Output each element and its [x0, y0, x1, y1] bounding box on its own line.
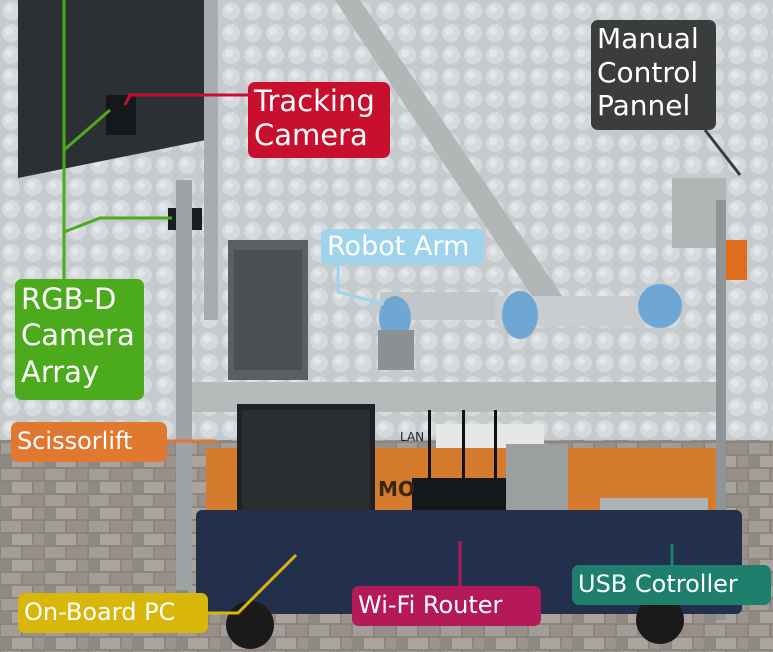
- tracking-camera-label-line-2: Camera: [254, 118, 368, 153]
- manual-control-label: Manual Control Pannel: [591, 20, 716, 130]
- onboard-pc-label: On-Board PC: [18, 593, 208, 633]
- scissorlift-label: Scissorlift: [11, 422, 167, 462]
- tracking-camera-label-line-1: Tracking: [254, 84, 375, 118]
- manual-control-label-line-3: Pannel: [597, 89, 691, 123]
- pc-leader: [208, 553, 298, 615]
- rgbd-label-line-2: Camera: [21, 318, 135, 353]
- manual-control-label-line-1: Manual: [597, 22, 699, 55]
- leader-lines: [62, 0, 742, 615]
- manual-control-label-line-2: Control: [597, 55, 699, 89]
- wifi-router-label: Wi-Fi Router: [352, 586, 541, 626]
- lift-brand-text: MO: [378, 477, 415, 501]
- tracking-camera-label: Tracking Camera: [248, 82, 390, 158]
- usb-controller-label: USB Cotroller: [572, 565, 771, 605]
- rgbd-label-line-1: RGB-D: [21, 282, 117, 316]
- manual-leader: [703, 129, 742, 176]
- rgbd-label-line-3: Array: [21, 354, 100, 389]
- robot-arm-leader: [336, 264, 385, 306]
- rgbd-camera-array-label: RGB-D Camera Array: [15, 279, 144, 400]
- greenhouse-strut: [335, 0, 565, 308]
- tracking-leader: [123, 93, 248, 106]
- robot-arm-label: Robot Arm: [321, 229, 484, 265]
- lift-sticker-text: LAN: [400, 430, 424, 444]
